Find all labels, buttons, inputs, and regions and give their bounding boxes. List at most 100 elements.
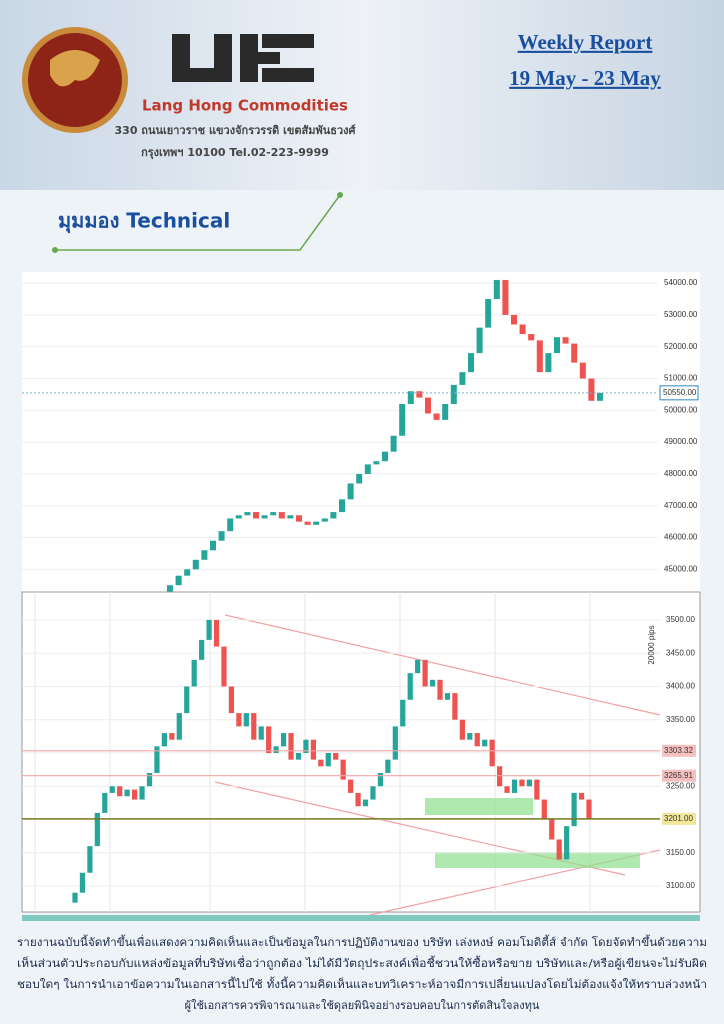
candle (502, 279, 509, 315)
candle (270, 512, 277, 516)
candle (184, 569, 191, 576)
disclaimer-line: เห็นส่วนตัวประกอบกับแหล่งข้อมูลที่บริษัท… (17, 955, 707, 970)
candle (588, 378, 595, 401)
candle (330, 512, 337, 519)
candle (586, 799, 592, 820)
candle (175, 575, 182, 586)
candle (218, 531, 225, 541)
candle (373, 461, 380, 465)
company-name: Lang Hong Commodities (142, 97, 348, 115)
candle (534, 779, 540, 800)
address: กรุงเทพฯ 10100 Tel.02-223-9999 (141, 146, 329, 160)
candle (338, 499, 346, 513)
candle (400, 699, 406, 727)
candle (467, 353, 475, 373)
candle (252, 512, 260, 519)
candle (243, 713, 249, 727)
candle (288, 733, 294, 760)
candle (131, 789, 138, 800)
disclaimer-line: ผู้ใช้เอกสารควรพิจารณาและใช้ดุลยพินิจอย่… (185, 999, 540, 1012)
last-price-label: 50550.00 (663, 388, 697, 397)
candle (571, 343, 578, 363)
candle (209, 540, 217, 551)
disclaimer-line: รายงานฉบับนี้จัดทำขึ้นเพื่อแสดงความคิดเห… (17, 934, 707, 949)
candle (545, 353, 552, 373)
candle (528, 334, 535, 341)
candle (228, 686, 235, 714)
candle (429, 679, 436, 687)
candle (504, 786, 510, 793)
candle (450, 384, 457, 404)
candle (295, 515, 303, 522)
candle (564, 826, 570, 860)
candle (452, 693, 458, 720)
y-tick-label: 3150.00 (666, 848, 695, 857)
y-tick-label: 50000.00 (664, 405, 698, 414)
candle (251, 713, 257, 740)
candle (556, 839, 562, 860)
candle (571, 792, 577, 827)
y-tick-label: 3350.00 (666, 715, 695, 724)
candle (169, 733, 175, 740)
candle (416, 391, 423, 398)
candle (433, 413, 440, 420)
report-title: Weekly Report (518, 30, 653, 54)
candle (493, 279, 500, 300)
y-tick-label: 3500.00 (666, 615, 695, 624)
level-box (662, 769, 696, 782)
candle (310, 739, 316, 760)
y-tick-label: 3100.00 (666, 881, 695, 890)
candle (87, 846, 93, 873)
candle (161, 733, 167, 747)
candle (519, 779, 525, 787)
level-label: 3265.91 (664, 771, 693, 780)
address: 330 ถนนเยาวราช แขวงจักรวรรดิ เขตสัมพันธว… (115, 124, 357, 137)
candle (476, 327, 483, 354)
logo-emblem (50, 50, 100, 87)
candle (287, 515, 294, 519)
candle (124, 789, 130, 797)
candle (526, 779, 533, 787)
candle (489, 739, 495, 767)
candle (459, 719, 465, 740)
y-tick-label: 53000.00 (664, 310, 698, 319)
candle (485, 299, 492, 328)
candle (424, 397, 432, 414)
candle (244, 512, 251, 516)
candle (437, 679, 443, 700)
candle (519, 324, 526, 335)
candle (278, 512, 285, 519)
candle (381, 451, 389, 462)
candle (553, 337, 561, 354)
candle (347, 483, 354, 500)
candle (474, 733, 480, 747)
candle (236, 713, 242, 727)
candle (348, 779, 354, 793)
candle (154, 746, 160, 773)
candle (213, 619, 220, 647)
candle (510, 314, 518, 325)
candle (191, 659, 197, 687)
y-tick-label: 45000.00 (664, 564, 698, 573)
candle (340, 759, 346, 780)
level-box (662, 812, 696, 825)
candle (541, 799, 547, 820)
y-tick-label: 3250.00 (666, 781, 695, 790)
candle (109, 786, 115, 793)
y-tick-label: 48000.00 (664, 469, 698, 478)
candle (407, 391, 414, 404)
scale-note: 20000 pips (647, 625, 656, 664)
candle (266, 726, 272, 753)
candle (303, 739, 309, 753)
y-tick-label: 46000.00 (664, 533, 698, 542)
candle (370, 786, 376, 800)
candle (102, 792, 108, 813)
candle (206, 619, 212, 640)
candle (261, 515, 268, 519)
candle (79, 872, 86, 893)
candle (139, 786, 145, 800)
candle (399, 403, 406, 436)
candle (313, 521, 320, 525)
disclaimer-line: ชอบใดๆ ในการนำเอาข้อความในเอกสารนี้ไปใช้… (17, 976, 707, 991)
candle (280, 733, 287, 747)
